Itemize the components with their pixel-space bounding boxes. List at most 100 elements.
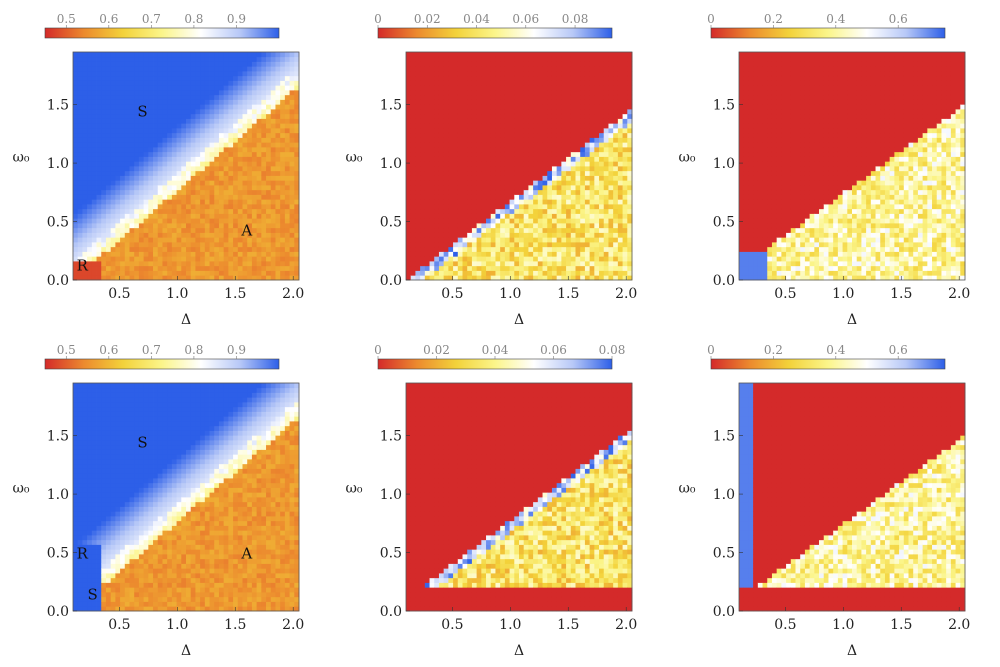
heatmap-cell xyxy=(575,137,581,143)
heatmap-cell xyxy=(476,147,482,153)
heatmap-cell xyxy=(486,223,492,229)
heatmap-cell xyxy=(251,208,258,214)
heatmap-cell xyxy=(237,161,243,167)
heatmap-cell xyxy=(542,227,548,233)
heatmap-cell xyxy=(176,118,182,124)
heatmap-cell xyxy=(289,94,295,100)
heatmap-cell xyxy=(77,256,83,262)
heatmap-cell xyxy=(120,71,126,77)
heatmap-cell xyxy=(599,251,605,257)
heatmap-cell xyxy=(275,85,281,91)
heatmap-cell xyxy=(228,189,234,195)
heatmap-cell xyxy=(622,80,628,86)
heatmap-cell xyxy=(153,142,159,148)
heatmap-cell xyxy=(462,194,468,200)
heatmap-cell xyxy=(124,189,130,195)
heatmap-cell xyxy=(266,151,272,157)
heatmap-cell xyxy=(266,123,272,129)
heatmap-cell xyxy=(462,80,468,86)
heatmap-cell xyxy=(415,270,421,276)
heatmap-cell xyxy=(148,61,154,67)
heatmap-cell xyxy=(204,85,210,91)
heatmap-cell xyxy=(110,71,116,77)
heatmap-cell xyxy=(448,113,454,119)
heatmap-cell xyxy=(134,61,140,67)
heatmap-cell xyxy=(233,218,239,224)
heatmap-cell xyxy=(162,104,168,110)
heatmap-cell xyxy=(228,275,234,281)
heatmap-cell xyxy=(448,261,454,267)
heatmap-cell xyxy=(495,128,501,134)
heatmap-cell xyxy=(218,85,225,91)
heatmap-cell xyxy=(190,170,196,176)
heatmap-cell xyxy=(91,270,97,276)
heatmap-cell xyxy=(589,223,595,229)
heatmap-cell xyxy=(186,237,192,243)
heatmap-cell xyxy=(462,90,468,96)
heatmap-cell xyxy=(176,71,182,77)
heatmap-cell xyxy=(448,94,454,100)
heatmap-cell xyxy=(289,242,295,248)
heatmap-cell xyxy=(96,142,102,148)
heatmap-cell xyxy=(514,90,520,96)
heatmap-cell xyxy=(134,137,140,143)
heatmap-cell xyxy=(294,199,300,205)
heatmap-cell xyxy=(406,265,412,271)
y-tick-label: 0.5 xyxy=(380,215,402,231)
heatmap-cell xyxy=(157,223,163,229)
heatmap-cell xyxy=(743,180,749,186)
heatmap-cell xyxy=(91,246,97,252)
heatmap-cell xyxy=(509,270,515,276)
heatmap-cell xyxy=(594,270,600,276)
heatmap-cell xyxy=(289,151,295,157)
heatmap-cell xyxy=(134,194,140,200)
heatmap-cell xyxy=(77,142,83,148)
heatmap-cell xyxy=(580,194,586,200)
heatmap-cell xyxy=(542,109,548,115)
heatmap-cell xyxy=(266,75,272,81)
heatmap-cell xyxy=(223,109,229,115)
heatmap-cell xyxy=(589,66,595,72)
heatmap-cell xyxy=(200,185,206,191)
heatmap-cell xyxy=(186,109,192,115)
heatmap-cell xyxy=(490,227,496,233)
heatmap-cell xyxy=(96,161,102,167)
heatmap-cell xyxy=(542,137,548,143)
heatmap-cell xyxy=(617,227,623,233)
heatmap-cell xyxy=(476,175,482,181)
heatmap-cell xyxy=(153,132,159,138)
heatmap-cell xyxy=(762,265,768,271)
heatmap-cell xyxy=(200,251,206,257)
heatmap-cell xyxy=(256,213,262,219)
heatmap-cell xyxy=(603,85,609,91)
heatmap-cell xyxy=(73,227,79,233)
heatmap-cell xyxy=(190,123,196,129)
heatmap-cell xyxy=(82,99,88,105)
heatmap-cell xyxy=(204,109,210,115)
heatmap-cell xyxy=(410,218,416,224)
heatmap-cell xyxy=(547,71,553,77)
heatmap-cell xyxy=(490,218,496,224)
heatmap-cell xyxy=(410,161,416,167)
heatmap-cell xyxy=(115,128,121,134)
heatmap-cell xyxy=(190,80,196,86)
heatmap-cell xyxy=(523,123,529,129)
heatmap-cell xyxy=(566,246,572,252)
heatmap-cell xyxy=(486,227,492,233)
heatmap-cell xyxy=(181,232,187,238)
heatmap-cell xyxy=(410,204,416,210)
heatmap-cell xyxy=(434,90,440,96)
heatmap-cell xyxy=(575,156,581,162)
heatmap-cell xyxy=(275,213,281,219)
heatmap-cell xyxy=(275,251,281,257)
heatmap-cell xyxy=(495,232,501,238)
heatmap-cell xyxy=(105,90,112,96)
heatmap-cell xyxy=(767,223,773,229)
heatmap-cell xyxy=(514,261,520,267)
heatmap-cell xyxy=(528,256,534,262)
heatmap-cell xyxy=(429,232,435,238)
heatmap-cell xyxy=(124,218,130,224)
heatmap-cell xyxy=(599,56,605,62)
heatmap-cell xyxy=(542,251,548,257)
heatmap-cell xyxy=(443,80,449,86)
